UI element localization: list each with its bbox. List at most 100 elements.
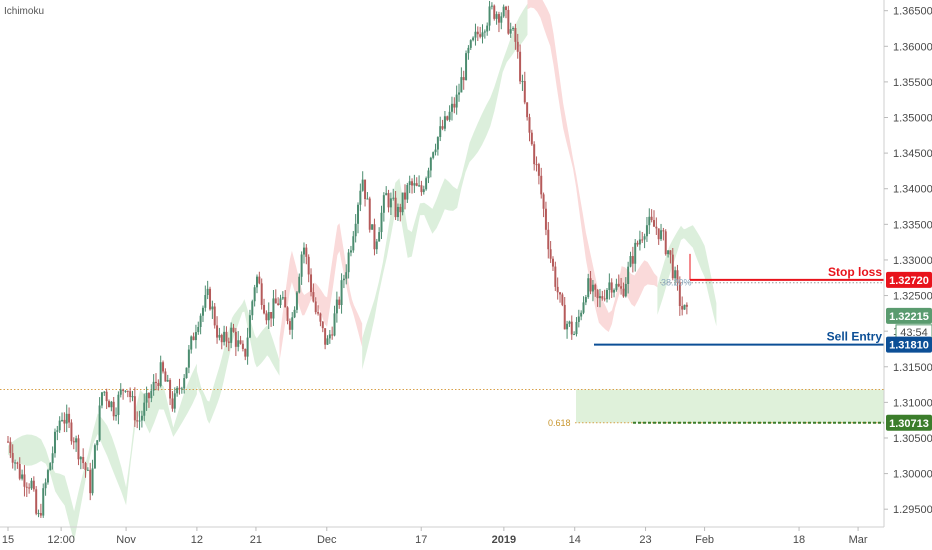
candle-body [563, 304, 566, 330]
candle-body [49, 463, 52, 471]
x-tick-label: Feb [695, 534, 714, 546]
candle-body [403, 192, 406, 200]
fib-382-label: 38.20% [661, 278, 692, 288]
candle-body [443, 116, 446, 129]
candle-body [223, 331, 226, 343]
candle-body [551, 258, 554, 267]
candle-body [495, 14, 498, 19]
x-tick-label: 21 [250, 534, 262, 546]
candle-body [516, 41, 519, 52]
candle-body [317, 312, 320, 314]
candle-body [185, 367, 188, 379]
x-tick-label: 12 [191, 534, 203, 546]
candle-body [629, 256, 632, 267]
candle-body [627, 266, 630, 284]
candle-body [199, 315, 202, 327]
candle-body [277, 303, 280, 306]
x-tick-label: 23 [639, 534, 651, 546]
x-tick-label: 2019 [492, 534, 516, 546]
candle-body [624, 283, 627, 297]
candle-body [7, 441, 9, 443]
candle-body [490, 5, 493, 7]
y-tick-label: 1.32500 [893, 291, 932, 303]
candle-body [448, 111, 451, 120]
candle-body [573, 334, 576, 336]
candle-body [401, 192, 404, 213]
candle-body [566, 323, 569, 330]
candle-body [150, 390, 153, 399]
candle-body [77, 438, 80, 460]
target-tag-value: 1.30713 [889, 418, 929, 430]
candle-body [620, 286, 623, 289]
time-axis[interactable]: 15 12:00 Nov 12 21 Dec 17 2019 14 23 Feb 18 Mar [2, 527, 868, 546]
y-tick-label: 1.30500 [893, 433, 932, 445]
candle-body [140, 415, 143, 421]
candle-body [676, 270, 679, 283]
candle-body [246, 337, 249, 357]
candle-body [476, 31, 479, 35]
candle-body [460, 77, 463, 93]
candle-body [321, 321, 324, 329]
sell-entry-tag [886, 336, 932, 353]
candle-body [368, 198, 371, 230]
candle-body [613, 289, 616, 293]
candle-body [458, 92, 461, 95]
candle-body [434, 149, 437, 153]
cloud-segment-red [527, 0, 658, 332]
candle-body [347, 252, 350, 273]
candle-body [450, 103, 453, 112]
candle-body [84, 463, 87, 470]
candle-body [342, 278, 345, 281]
candle-body [239, 340, 242, 344]
candle-body [512, 27, 515, 30]
y-tick-label: 1.31500 [893, 362, 932, 374]
candle-body [129, 391, 132, 397]
candle-body [537, 164, 540, 176]
candle-body [601, 296, 604, 299]
candle-body [227, 341, 230, 343]
candle-body [399, 206, 402, 213]
candle-body [582, 302, 585, 313]
candlestick-series [7, 0, 688, 518]
candle-body [650, 216, 653, 221]
candle-body [258, 276, 261, 284]
candle-body [265, 313, 268, 321]
candle-body [669, 250, 672, 255]
candle-body [9, 441, 12, 454]
candle-body [197, 326, 200, 333]
candle-body [279, 298, 282, 306]
candle-body [373, 224, 376, 250]
plot-area[interactable] [0, 0, 884, 527]
candle-body [396, 206, 399, 218]
candle-body [115, 414, 118, 417]
candle-body [251, 301, 254, 316]
candle-body [584, 297, 587, 303]
candle-body [603, 298, 606, 300]
candle-body [267, 312, 270, 321]
candle-body [662, 230, 665, 232]
candle-body [472, 37, 475, 41]
candle-body [171, 398, 174, 409]
candle-body [192, 336, 195, 341]
sell-entry-tag-value: 1.31810 [889, 340, 929, 352]
x-tick-label: 17 [415, 534, 427, 546]
candle-body [255, 276, 258, 288]
candle-body [39, 513, 42, 516]
price-axis[interactable]: 1.36500 1.36000 1.35500 1.35000 1.34500 1.340… [884, 6, 932, 517]
candle-body [274, 298, 277, 304]
candle-body [645, 225, 648, 237]
candle-body [117, 394, 120, 415]
candle-body [685, 304, 688, 307]
candle-body [326, 338, 329, 345]
candle-body [387, 193, 390, 208]
candle-body [479, 34, 482, 37]
candle-body [46, 470, 49, 483]
candle-body [514, 27, 517, 42]
candle-body [293, 309, 296, 318]
candle-body [549, 249, 552, 259]
candle-body [349, 250, 352, 253]
candle-body [302, 247, 305, 255]
candle-body [44, 482, 47, 489]
candle-body [389, 198, 392, 208]
